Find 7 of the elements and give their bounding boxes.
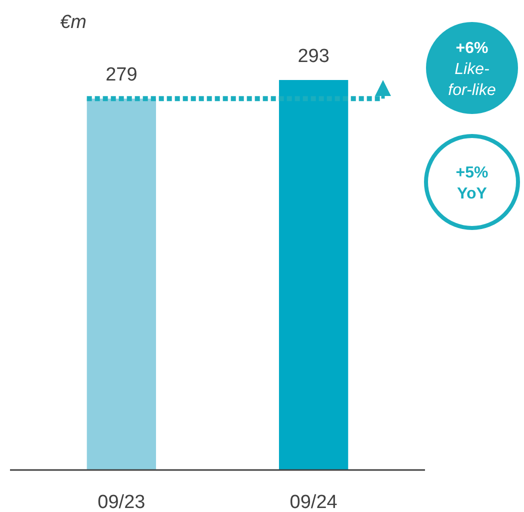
data-label: 279 [106,64,138,86]
y-axis-title: €m [60,12,86,33]
text: +5% YoY [456,164,488,202]
x-tick-label: 09/24 [290,492,338,512]
data-label: 293 [298,46,330,67]
x-tick-label: 09/23 [98,492,146,512]
text: +6% Like-for-like [448,40,496,99]
